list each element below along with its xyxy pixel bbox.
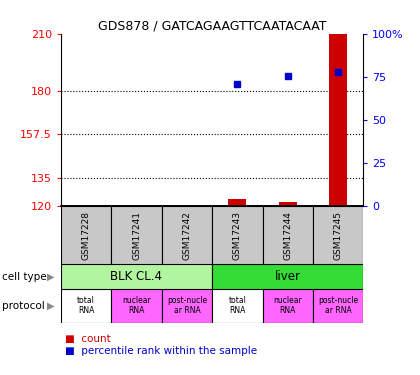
Bar [228, 199, 246, 206]
Text: total
RNA: total RNA [77, 296, 95, 315]
Text: GSM17244: GSM17244 [283, 211, 292, 260]
Bar [329, 34, 347, 206]
Bar [162, 206, 212, 264]
Bar [162, 289, 212, 322]
Text: liver: liver [275, 270, 301, 283]
Text: post-nucle
ar RNA: post-nucle ar RNA [167, 296, 207, 315]
Bar [279, 202, 297, 206]
Bar [262, 206, 313, 264]
Text: GSM17228: GSM17228 [81, 211, 91, 260]
Bar [212, 289, 262, 322]
Text: GSM17242: GSM17242 [182, 211, 192, 260]
Bar [61, 289, 111, 322]
Text: nuclear
RNA: nuclear RNA [273, 296, 302, 315]
Text: protocol: protocol [2, 301, 45, 310]
Text: GSM17245: GSM17245 [333, 211, 343, 260]
Text: post-nucle
ar RNA: post-nucle ar RNA [318, 296, 358, 315]
Text: ■  count: ■ count [65, 334, 111, 344]
Text: BLK CL.4: BLK CL.4 [110, 270, 163, 283]
Bar [313, 289, 363, 322]
Text: total
RNA: total RNA [228, 296, 246, 315]
Bar [313, 206, 363, 264]
Bar [212, 206, 262, 264]
Bar [61, 206, 111, 264]
Text: cell type: cell type [2, 272, 47, 282]
Text: GSM17241: GSM17241 [132, 211, 141, 260]
Text: ▶: ▶ [47, 301, 54, 310]
Bar [61, 264, 212, 289]
Bar [111, 289, 162, 322]
Text: ▶: ▶ [47, 272, 54, 282]
Text: ■  percentile rank within the sample: ■ percentile rank within the sample [65, 346, 257, 355]
Bar [262, 289, 313, 322]
Title: GDS878 / GATCAGAAGTTCAATACAAT: GDS878 / GATCAGAAGTTCAATACAAT [98, 20, 326, 33]
Bar [111, 206, 162, 264]
Text: GSM17243: GSM17243 [233, 211, 242, 260]
Text: nuclear
RNA: nuclear RNA [122, 296, 151, 315]
Bar [212, 264, 363, 289]
